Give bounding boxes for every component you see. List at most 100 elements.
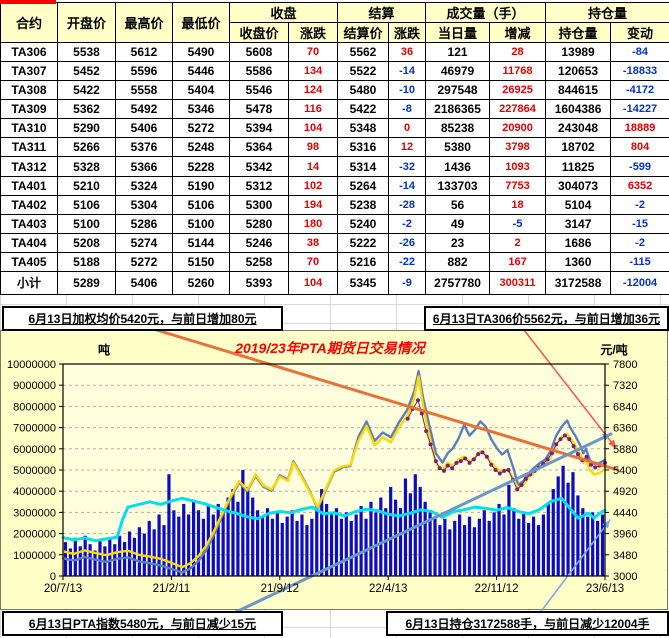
contract-cell[interactable]: 小计 bbox=[0, 270, 58, 296]
open-interest-banner[interactable]: 6月13日持仓3172588手，与前日减少12004手 bbox=[386, 611, 669, 636]
value-cell[interactable]: 5406 bbox=[115, 270, 173, 296]
value-cell[interactable]: 5144 bbox=[172, 232, 230, 253]
value-cell[interactable]: -14 bbox=[388, 175, 427, 196]
value-cell[interactable]: 180 bbox=[287, 213, 339, 234]
value-cell[interactable]: -2 bbox=[610, 232, 669, 253]
value-cell[interactable]: -2 bbox=[388, 213, 427, 234]
value-cell[interactable]: 133703 bbox=[425, 175, 491, 196]
value-cell[interactable]: 0 bbox=[388, 118, 427, 139]
col-header-open[interactable]: 开盘价 bbox=[57, 2, 116, 43]
value-cell[interactable]: -5 bbox=[489, 213, 547, 234]
value-cell[interactable]: 5478 bbox=[229, 99, 289, 120]
col-group-volume[interactable]: 成交量（手） bbox=[425, 2, 547, 23]
value-cell[interactable]: 5612 bbox=[115, 41, 173, 63]
value-cell[interactable]: 11825 bbox=[545, 156, 612, 177]
contract-cell[interactable]: TA307 bbox=[0, 61, 58, 82]
contract-cell[interactable]: TA404 bbox=[0, 232, 58, 253]
value-cell[interactable]: 70 bbox=[287, 251, 339, 272]
value-cell[interactable]: 1604386 bbox=[545, 99, 612, 120]
value-cell[interactable]: 18889 bbox=[610, 118, 669, 139]
value-cell[interactable]: 5562 bbox=[337, 41, 390, 63]
value-cell[interactable]: 5348 bbox=[337, 118, 390, 139]
value-cell[interactable]: 5150 bbox=[172, 251, 230, 272]
col-group-settle[interactable]: 结算 bbox=[337, 2, 427, 23]
value-cell[interactable]: 5452 bbox=[57, 61, 116, 82]
value-cell[interactable]: -32 bbox=[388, 156, 427, 177]
value-cell[interactable]: 5346 bbox=[172, 99, 230, 120]
value-cell[interactable]: 5210 bbox=[57, 175, 116, 196]
value-cell[interactable]: -15 bbox=[610, 213, 669, 234]
value-cell[interactable]: 70 bbox=[287, 41, 339, 63]
contract-cell[interactable]: TA309 bbox=[0, 99, 58, 120]
value-cell[interactable]: 882 bbox=[425, 251, 491, 272]
value-cell[interactable]: 7753 bbox=[489, 175, 547, 196]
contract-cell[interactable]: TA402 bbox=[0, 194, 58, 215]
value-cell[interactable]: 5272 bbox=[115, 251, 173, 272]
value-cell[interactable]: 5345 bbox=[337, 270, 390, 296]
value-cell[interactable]: -4172 bbox=[610, 80, 669, 101]
value-cell[interactable]: 20900 bbox=[489, 118, 547, 139]
value-cell[interactable]: 5316 bbox=[337, 137, 390, 158]
value-cell[interactable]: 2 bbox=[489, 232, 547, 253]
contract-cell[interactable]: TA308 bbox=[0, 80, 58, 101]
contract-cell[interactable]: TA306 bbox=[0, 41, 58, 63]
value-cell[interactable]: 5366 bbox=[115, 156, 173, 177]
col-header-close[interactable]: 收盘价 bbox=[229, 22, 289, 43]
value-cell[interactable]: 227864 bbox=[489, 99, 547, 120]
value-cell[interactable]: 11768 bbox=[489, 61, 547, 82]
value-cell[interactable]: 5272 bbox=[172, 118, 230, 139]
value-cell[interactable]: 297548 bbox=[425, 80, 491, 101]
value-cell[interactable]: 5289 bbox=[57, 270, 116, 296]
value-cell[interactable]: -2 bbox=[610, 194, 669, 215]
value-cell[interactable]: 5422 bbox=[57, 80, 116, 101]
value-cell[interactable]: 104 bbox=[287, 270, 339, 296]
value-cell[interactable]: 243048 bbox=[545, 118, 612, 139]
value-cell[interactable]: 5300 bbox=[229, 194, 289, 215]
value-cell[interactable]: 5248 bbox=[172, 137, 230, 158]
value-cell[interactable]: 304073 bbox=[545, 175, 612, 196]
value-cell[interactable]: 1436 bbox=[425, 156, 491, 177]
value-cell[interactable]: 3798 bbox=[489, 137, 547, 158]
value-cell[interactable]: 5492 bbox=[115, 99, 173, 120]
value-cell[interactable]: 5393 bbox=[229, 270, 289, 296]
value-cell[interactable]: 5100 bbox=[172, 213, 230, 234]
value-cell[interactable]: 5260 bbox=[172, 270, 230, 296]
value-cell[interactable]: 124 bbox=[287, 80, 339, 101]
value-cell[interactable]: 1686 bbox=[545, 232, 612, 253]
value-cell[interactable]: 85238 bbox=[425, 118, 491, 139]
col-header-volume-chg[interactable]: 增减 bbox=[489, 22, 547, 43]
value-cell[interactable]: 5342 bbox=[229, 156, 289, 177]
value-cell[interactable]: -18833 bbox=[610, 61, 669, 82]
weighted-avg-price-banner[interactable]: 6月13日加权均价5420元，与前日增加80元 bbox=[2, 306, 283, 331]
value-cell[interactable]: -10 bbox=[388, 80, 427, 101]
value-cell[interactable]: 5446 bbox=[172, 61, 230, 82]
value-cell[interactable]: 5558 bbox=[115, 80, 173, 101]
value-cell[interactable]: 5266 bbox=[57, 137, 116, 158]
contract-cell[interactable]: TA311 bbox=[0, 137, 58, 158]
value-cell[interactable]: 102 bbox=[287, 175, 339, 196]
value-cell[interactable]: 23 bbox=[425, 232, 491, 253]
value-cell[interactable]: -84 bbox=[610, 41, 669, 63]
col-header-oi[interactable]: 持仓量 bbox=[545, 22, 612, 43]
value-cell[interactable]: 5104 bbox=[545, 194, 612, 215]
contract-cell[interactable]: TA405 bbox=[0, 251, 58, 272]
value-cell[interactable]: 5100 bbox=[57, 213, 116, 234]
col-header-volume[interactable]: 当日量 bbox=[425, 22, 491, 43]
value-cell[interactable]: 5538 bbox=[57, 41, 116, 63]
value-cell[interactable]: 104 bbox=[287, 118, 339, 139]
value-cell[interactable]: 5216 bbox=[337, 251, 390, 272]
value-cell[interactable]: 300311 bbox=[489, 270, 547, 296]
value-cell[interactable]: 5208 bbox=[57, 232, 116, 253]
value-cell[interactable]: 38 bbox=[287, 232, 339, 253]
value-cell[interactable]: 5522 bbox=[337, 61, 390, 82]
value-cell[interactable]: 5364 bbox=[229, 137, 289, 158]
value-cell[interactable]: 5304 bbox=[115, 194, 173, 215]
value-cell[interactable]: -26 bbox=[388, 232, 427, 253]
col-group-oi[interactable]: 持仓量 bbox=[545, 2, 669, 23]
col-header-close-chg[interactable]: 涨跌 bbox=[287, 22, 339, 43]
value-cell[interactable]: 5480 bbox=[337, 80, 390, 101]
col-header-oi-chg[interactable]: 变动 bbox=[610, 22, 669, 43]
value-cell[interactable]: 5286 bbox=[115, 213, 173, 234]
value-cell[interactable]: -28 bbox=[388, 194, 427, 215]
